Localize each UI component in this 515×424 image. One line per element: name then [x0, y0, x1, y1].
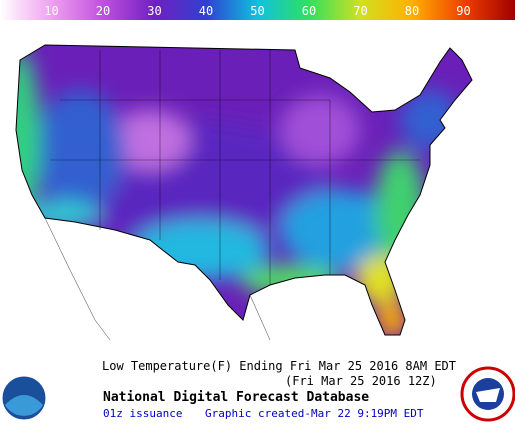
colorbar-tick-label: 20 [96, 4, 110, 18]
temperature-map [16, 45, 472, 335]
nws-logo [460, 366, 515, 422]
caption-subtitle: (Fri Mar 25 2016 12Z) [285, 374, 437, 388]
colorbar-tick-label: 10 [44, 4, 58, 18]
colorbar [0, 0, 515, 20]
colorbar-tick-label: 80 [405, 4, 419, 18]
caption-title: Low Temperature(F) Ending Fri Mar 25 201… [102, 359, 456, 373]
issuance: 01z issuance [103, 407, 182, 420]
colorbar-tick-label: 50 [250, 4, 264, 18]
created: Graphic created-Mar 22 9:19PM EDT [205, 407, 424, 420]
us-border [15, 44, 473, 336]
source: National Digital Forecast Database [103, 390, 369, 405]
state-borders [44, 50, 420, 341]
colorbar-tick-label: 30 [147, 4, 161, 18]
colorbar-tick-label: 60 [302, 4, 316, 18]
colorbar-tick-label: 70 [353, 4, 367, 18]
colorbar-tick-label: 40 [199, 4, 213, 18]
noaa-logo [1, 375, 47, 421]
colorbar-tick-label: 90 [456, 4, 470, 18]
